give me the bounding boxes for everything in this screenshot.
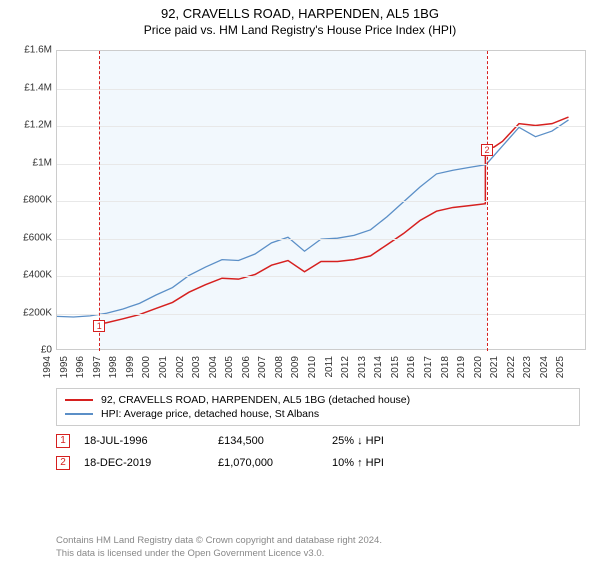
chart-container: 92, CRAVELLS ROAD, HARPENDEN, AL5 1BG Pr…	[0, 6, 600, 566]
gridline	[57, 126, 585, 127]
sale-hpi: 25% ↓ HPI	[332, 435, 452, 447]
series-price_paid	[99, 117, 568, 324]
gridline	[57, 164, 585, 165]
y-tick-label: £1.6M	[6, 45, 52, 56]
plot-area: 12	[56, 50, 586, 350]
y-tick-label: £1M	[6, 157, 52, 168]
attribution-line: Contains HM Land Registry data © Crown c…	[56, 535, 580, 547]
y-tick-label: £1.2M	[6, 120, 52, 131]
gridline	[57, 276, 585, 277]
legend-swatch	[65, 413, 93, 415]
chart-area: 12 £0£200K£400K£600K£800K£1M£1.2M£1.4M£1…	[6, 50, 594, 380]
attribution: Contains HM Land Registry data © Crown c…	[56, 535, 580, 560]
y-tick-label: £400K	[6, 270, 52, 281]
legend-item: HPI: Average price, detached house, St A…	[65, 407, 571, 421]
gridline	[57, 239, 585, 240]
legend: 92, CRAVELLS ROAD, HARPENDEN, AL5 1BG (d…	[56, 388, 580, 426]
sale-hpi: 10% ↑ HPI	[332, 457, 452, 469]
legend-swatch	[65, 399, 93, 401]
sale-badge: 1	[56, 434, 70, 448]
sale-price: £134,500	[218, 435, 318, 447]
y-tick-label: £200K	[6, 307, 52, 318]
line-layer	[57, 51, 585, 349]
sale-marker: 1	[93, 320, 105, 332]
legend-item: 92, CRAVELLS ROAD, HARPENDEN, AL5 1BG (d…	[65, 393, 571, 407]
y-tick-label: £800K	[6, 195, 52, 206]
sale-date: 18-JUL-1996	[84, 435, 204, 447]
sale-price: £1,070,000	[218, 457, 318, 469]
marker-dashed-line	[487, 51, 488, 351]
gridline	[57, 314, 585, 315]
legend-label: HPI: Average price, detached house, St A…	[101, 408, 319, 420]
gridline	[57, 89, 585, 90]
y-tick-label: £600K	[6, 232, 52, 243]
y-tick-label: £0	[6, 345, 52, 356]
chart-title: 92, CRAVELLS ROAD, HARPENDEN, AL5 1BG	[0, 6, 600, 21]
sale-marker: 2	[481, 144, 493, 156]
x-tick-label: 2025	[555, 356, 583, 378]
sale-row: 2 18-DEC-2019 £1,070,000 10% ↑ HPI	[56, 452, 580, 474]
sale-badge: 2	[56, 456, 70, 470]
y-tick-label: £1.4M	[6, 82, 52, 93]
sale-date: 18-DEC-2019	[84, 457, 204, 469]
attribution-line: This data is licensed under the Open Gov…	[56, 548, 580, 560]
chart-subtitle: Price paid vs. HM Land Registry's House …	[0, 23, 600, 37]
sales-table: 1 18-JUL-1996 £134,500 25% ↓ HPI 2 18-DEC-201…	[56, 430, 580, 474]
marker-dashed-line	[99, 51, 100, 351]
legend-label: 92, CRAVELLS ROAD, HARPENDEN, AL5 1BG (d…	[101, 394, 410, 406]
sale-row: 1 18-JUL-1996 £134,500 25% ↓ HPI	[56, 430, 580, 452]
gridline	[57, 201, 585, 202]
